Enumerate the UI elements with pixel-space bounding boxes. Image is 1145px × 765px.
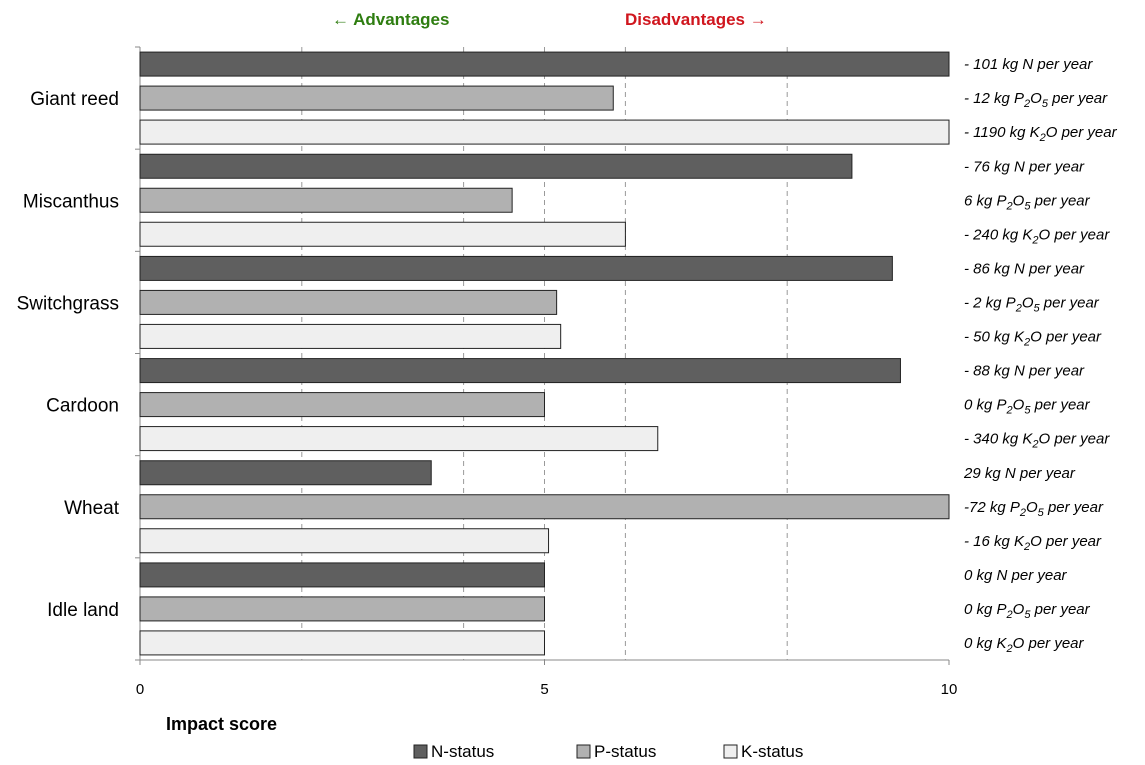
bar-n-status-miscanthus <box>139 153 853 179</box>
annotation-label: - 2 kg P2O5 per year <box>964 294 1100 314</box>
x-tick-label: 5 <box>540 681 548 698</box>
annotation-label: -72 kg P2O5 per year <box>964 499 1104 519</box>
x-tick-label: 0 <box>136 681 144 698</box>
bar-n-status-cardoon <box>139 358 901 384</box>
disadvantages-header: Disadvantages → <box>625 10 767 29</box>
annotation-label: - 50 kg K2O per year <box>964 328 1102 348</box>
category-label: Cardoon <box>46 396 119 417</box>
category-label: Wheat <box>64 498 120 519</box>
category-label: Miscanthus <box>23 191 119 212</box>
annotation-label: - 101 kg N per year <box>964 56 1093 73</box>
annotation-label: - 340 kg K2O per year <box>964 431 1110 451</box>
bar-k-status-wheat <box>139 528 550 554</box>
category-label: Idle land <box>47 600 119 621</box>
annotation-label: - 86 kg N per year <box>964 260 1085 277</box>
bar-k-status-miscanthus <box>139 221 626 247</box>
x-tick-labels: 0 5 10 <box>136 681 958 698</box>
annotation-label: 0 kg P2O5 per year <box>964 397 1091 417</box>
bar-p-status-giant-reed <box>139 85 614 111</box>
annotation-label: - 240 kg K2O per year <box>964 226 1110 246</box>
legend: N-status P-status K-status <box>413 742 803 761</box>
axes <box>135 46 950 665</box>
annotations: - 101 kg N per year - 12 kg P2O5 per year… <box>963 56 1118 655</box>
legend-label: N-status <box>431 742 494 761</box>
legend-swatch <box>576 744 591 759</box>
bar-p-status-wheat <box>139 494 950 520</box>
category-label: Switchgrass <box>17 293 119 314</box>
annotation-label: 6 kg P2O5 per year <box>964 192 1091 212</box>
annotation-label: 0 kg N per year <box>964 567 1068 584</box>
annotation-label: - 12 kg P2O5 per year <box>964 90 1108 110</box>
annotation-label: - 16 kg K2O per year <box>964 533 1102 553</box>
legend-label: P-status <box>594 742 656 761</box>
annotation-label: - 88 kg N per year <box>964 363 1085 380</box>
annotation-label: 29 kg N per year <box>963 465 1076 482</box>
category-label: Giant reed <box>30 89 119 110</box>
annotation-label: - 1190 kg K2O per year <box>964 124 1118 144</box>
category-labels: Giant reed Miscanthus Switchgrass Cardoon Wh… <box>17 89 120 621</box>
annotation-label: 0 kg P2O5 per year <box>964 601 1091 621</box>
bar-k-status-idle-land <box>139 630 545 656</box>
bar-k-status-cardoon <box>139 426 659 452</box>
bar-p-status-idle-land <box>139 596 545 622</box>
bar-n-status-giant-reed <box>139 51 950 77</box>
x-tick-label: 10 <box>941 681 958 698</box>
annotation-label: - 76 kg N per year <box>964 158 1085 175</box>
annotation-label: 0 kg K2O per year <box>964 635 1085 655</box>
bar-n-status-wheat <box>139 460 432 486</box>
x-axis-title: Impact score <box>166 714 277 734</box>
grid-lines <box>301 47 788 660</box>
bar-p-status-cardoon <box>139 392 545 418</box>
bar-p-status-miscanthus <box>139 187 513 213</box>
legend-label: K-status <box>741 742 803 761</box>
advantages-header: ← Advantages <box>332 10 449 29</box>
legend-swatch <box>413 744 428 759</box>
bars <box>139 51 950 656</box>
bar-p-status-switchgrass <box>139 289 558 315</box>
bar-n-status-idle-land <box>139 562 545 588</box>
bar-k-status-giant-reed <box>139 119 950 145</box>
legend-swatch <box>723 744 738 759</box>
bar-n-status-switchgrass <box>139 255 893 281</box>
bar-k-status-switchgrass <box>139 323 562 349</box>
